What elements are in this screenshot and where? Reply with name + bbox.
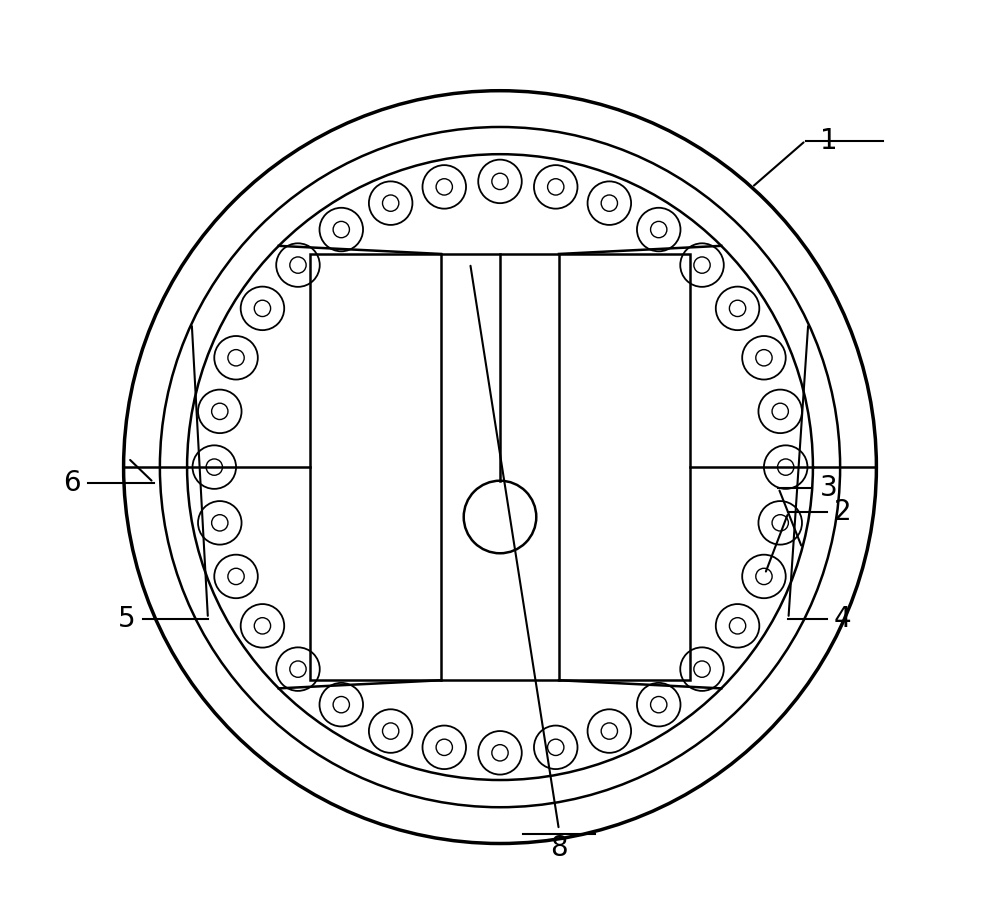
Text: 1: 1	[820, 127, 837, 154]
Text: 6: 6	[63, 469, 81, 496]
Text: 3: 3	[819, 474, 837, 502]
Bar	[310, 254, 690, 680]
Text: 8: 8	[550, 834, 568, 862]
Text: 5: 5	[118, 605, 135, 632]
Text: 2: 2	[834, 499, 852, 526]
Text: 4: 4	[834, 605, 852, 632]
